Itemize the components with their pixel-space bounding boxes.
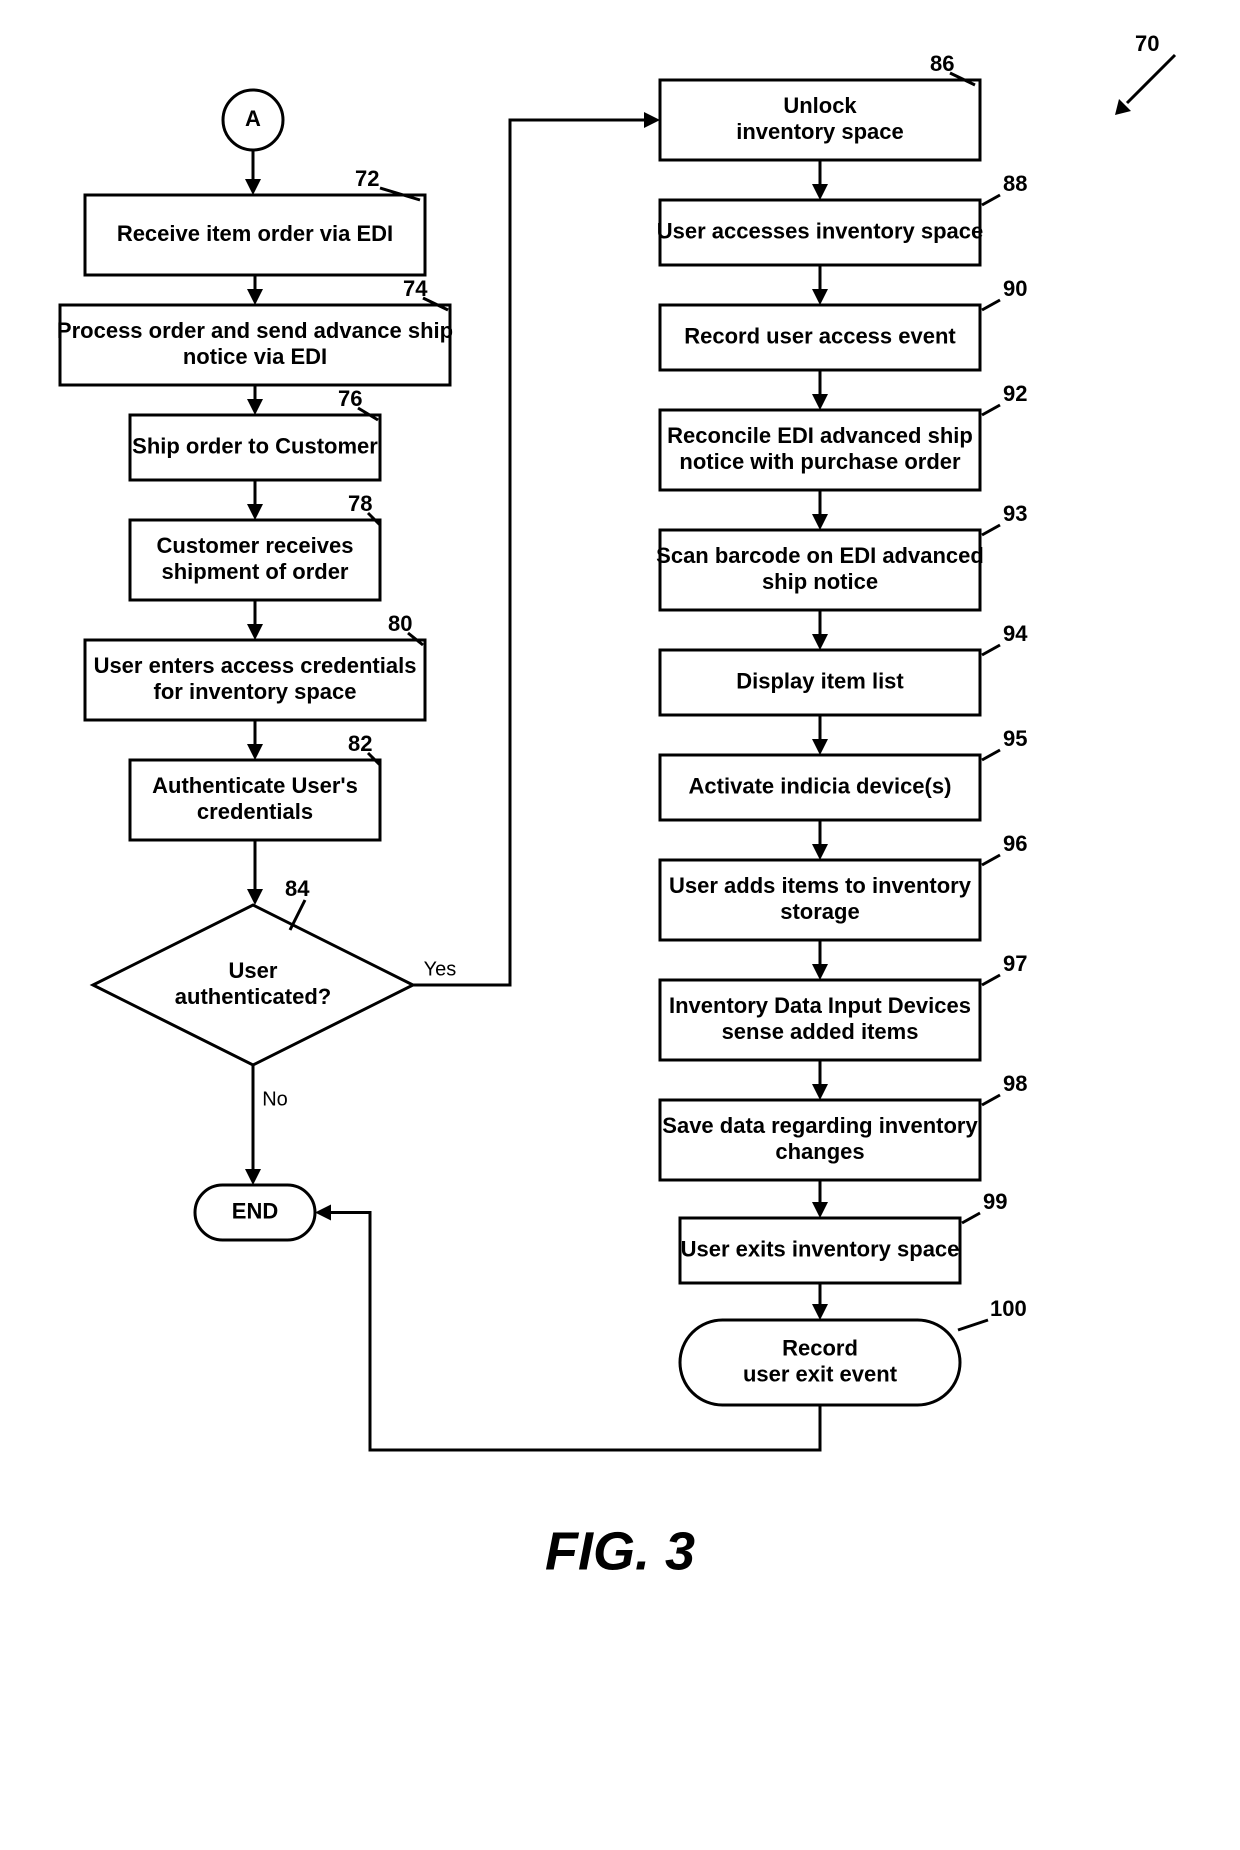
node-n88: User accesses inventory space: [657, 200, 984, 265]
node-n93-line-1: ship notice: [762, 569, 878, 594]
node-n90: Record user access event: [660, 305, 980, 370]
node-n78-line-0: Customer receives: [157, 533, 354, 558]
node-n82-line-0: Authenticate User's: [152, 773, 358, 798]
node-n86: Unlockinventory space: [660, 80, 980, 160]
ref-n93: 93: [1003, 501, 1027, 526]
edge-label-d84-end: No: [262, 1088, 288, 1110]
node-n86-line-0: Unlock: [783, 93, 857, 118]
ref-n98: 98: [1003, 1071, 1027, 1096]
node-n97: Inventory Data Input Devicessense added …: [660, 980, 980, 1060]
ref-n94: 94: [1003, 621, 1028, 646]
ref-n92: 92: [1003, 381, 1027, 406]
node-n80-line-0: User enters access credentials: [94, 653, 417, 678]
edge-label-d84-n86: Yes: [424, 958, 457, 980]
node-n97-line-1: sense added items: [722, 1019, 919, 1044]
node-n78: Customer receivesshipment of order: [130, 520, 380, 600]
diagram-ref: 70: [1135, 31, 1159, 56]
node-d84-line-0: User: [229, 958, 278, 983]
node-n100-line-0: Record: [782, 1335, 858, 1360]
node-n72-line-0: Receive item order via EDI: [117, 221, 393, 246]
node-n94: Display item list: [660, 650, 980, 715]
ref-n96: 96: [1003, 831, 1027, 856]
node-n93: Scan barcode on EDI advancedship notice: [656, 530, 984, 610]
node-n80: User enters access credentialsfor invent…: [85, 640, 425, 720]
node-n92-line-0: Reconcile EDI advanced ship: [667, 423, 973, 448]
node-n100-line-1: user exit event: [743, 1361, 898, 1386]
node-n82: Authenticate User'scredentials: [130, 760, 380, 840]
node-end-line-0: END: [232, 1198, 278, 1223]
node-n92-line-1: notice with purchase order: [679, 449, 961, 474]
node-n86-line-1: inventory space: [736, 119, 904, 144]
ref-n97: 97: [1003, 951, 1027, 976]
node-n98: Save data regarding inventorychanges: [660, 1100, 980, 1180]
ref-n88: 88: [1003, 171, 1027, 196]
node-n98-line-0: Save data regarding inventory: [662, 1113, 978, 1138]
node-n80-line-1: for inventory space: [154, 679, 357, 704]
node-n88-line-0: User accesses inventory space: [657, 218, 984, 243]
ref-n99: 99: [983, 1189, 1007, 1214]
ref-d84: 84: [285, 876, 310, 901]
ref-n90: 90: [1003, 276, 1027, 301]
ref-n100: 100: [990, 1296, 1027, 1321]
node-n74-line-0: Process order and send advance ship: [57, 318, 453, 343]
node-n96-line-1: storage: [780, 899, 859, 924]
node-n96-line-0: User adds items to inventory: [669, 873, 972, 898]
node-n100: Recorduser exit event: [680, 1320, 960, 1405]
ref-n78: 78: [348, 491, 372, 516]
ref-n82: 82: [348, 731, 372, 756]
node-n94-line-0: Display item list: [736, 668, 904, 693]
node-n74: Process order and send advance shipnotic…: [57, 305, 453, 385]
flowchart-diagram: A Receive item order via EDI Process order…: [0, 0, 1240, 1850]
node-n92: Reconcile EDI advanced shipnotice with p…: [660, 410, 980, 490]
node-n76: Ship order to Customer: [130, 415, 380, 480]
node-end: END: [195, 1185, 315, 1240]
node-A: A: [223, 90, 283, 150]
node-n72: Receive item order via EDI: [85, 195, 425, 275]
node-d84-line-1: authenticated?: [175, 984, 331, 1009]
node-n74-line-1: notice via EDI: [183, 344, 327, 369]
node-n93-line-0: Scan barcode on EDI advanced: [656, 543, 984, 568]
ref-n95: 95: [1003, 726, 1027, 751]
node-n97-line-0: Inventory Data Input Devices: [669, 993, 971, 1018]
node-n98-line-1: changes: [775, 1139, 864, 1164]
node-n99-line-0: User exits inventory space: [681, 1236, 960, 1261]
node-n90-line-0: Record user access event: [684, 323, 956, 348]
node-n96: User adds items to inventorystorage: [660, 860, 980, 940]
node-n78-line-1: shipment of order: [161, 559, 348, 584]
node-n95-line-0: Activate indicia device(s): [689, 773, 952, 798]
node-n82-line-1: credentials: [197, 799, 313, 824]
node-n99: User exits inventory space: [680, 1218, 960, 1283]
node-A-line-0: A: [245, 106, 261, 131]
node-n95: Activate indicia device(s): [660, 755, 980, 820]
node-d84: Userauthenticated?: [93, 905, 413, 1065]
node-n76-line-0: Ship order to Customer: [132, 433, 378, 458]
figure-label: FIG. 3: [545, 1521, 695, 1581]
ref-n72: 72: [355, 166, 379, 191]
